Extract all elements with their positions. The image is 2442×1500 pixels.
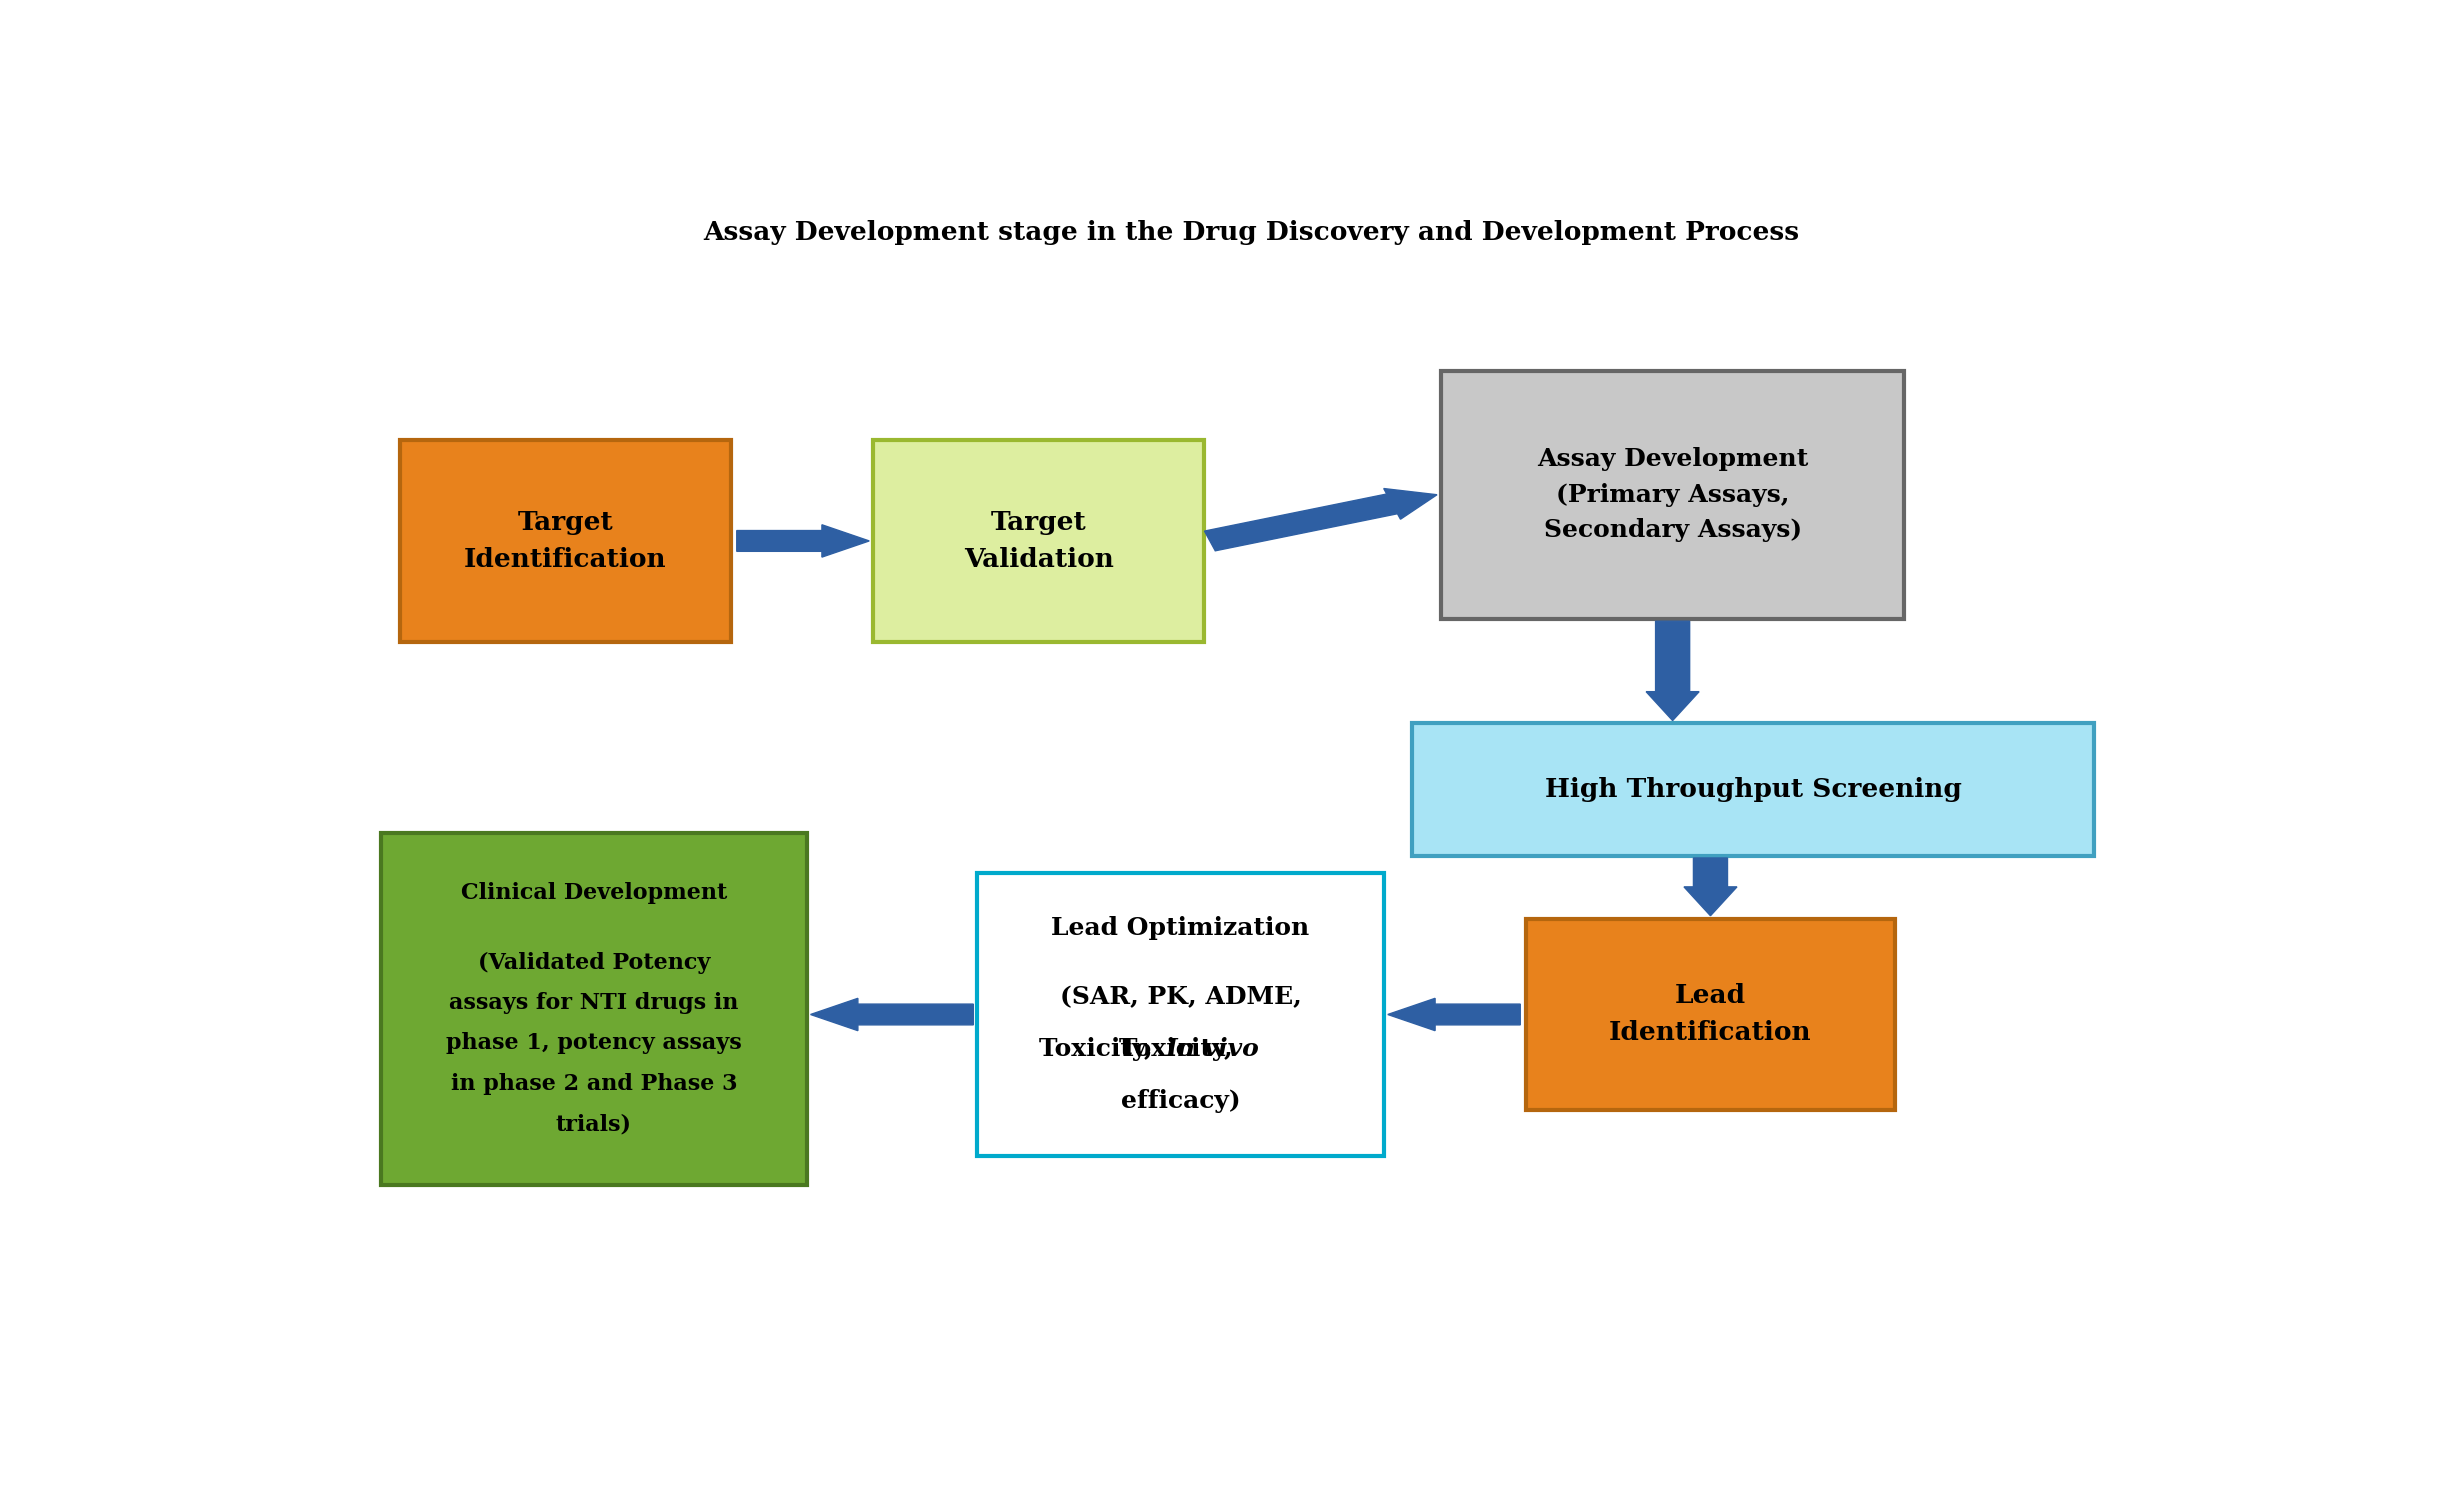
Text: Assay Development
(Primary Assays,
Secondary Assays): Assay Development (Primary Assays, Secon…: [1536, 447, 1807, 542]
FancyBboxPatch shape: [874, 440, 1204, 642]
Text: Toxicity,: Toxicity,: [1040, 1036, 1162, 1060]
FancyBboxPatch shape: [381, 833, 806, 1185]
FancyArrow shape: [737, 525, 869, 556]
Text: In vivo: In vivo: [1165, 1036, 1260, 1060]
FancyArrow shape: [1685, 858, 1736, 915]
Text: assays for NTI drugs in: assays for NTI drugs in: [449, 992, 737, 1014]
FancyBboxPatch shape: [1411, 723, 2093, 855]
Text: phase 1, potency assays: phase 1, potency assays: [447, 1032, 742, 1054]
Text: High Throughput Screening: High Throughput Screening: [1546, 777, 1961, 802]
Text: in phase 2 and Phase 3: in phase 2 and Phase 3: [452, 1072, 737, 1095]
Text: trials): trials): [557, 1113, 632, 1136]
FancyBboxPatch shape: [1441, 370, 1905, 620]
Text: Clinical Development: Clinical Development: [462, 882, 728, 904]
Text: (Validated Potency: (Validated Potency: [479, 951, 711, 974]
FancyArrow shape: [1387, 999, 1521, 1030]
Text: Lead
Identification: Lead Identification: [1609, 984, 1812, 1046]
Text: Target
Validation: Target Validation: [965, 510, 1114, 572]
Text: Lead Optimization: Lead Optimization: [1053, 916, 1309, 940]
FancyBboxPatch shape: [1526, 920, 1895, 1110]
Text: Toxicity,: Toxicity,: [1118, 1036, 1241, 1060]
FancyArrow shape: [1204, 489, 1436, 550]
Text: efficacy): efficacy): [1121, 1089, 1241, 1113]
Text: (SAR, PK, ADME,: (SAR, PK, ADME,: [1060, 986, 1302, 1010]
FancyArrow shape: [1646, 621, 1700, 720]
FancyArrow shape: [811, 999, 974, 1030]
FancyBboxPatch shape: [977, 873, 1385, 1156]
Text: Assay Development stage in the Drug Discovery and Development Process: Assay Development stage in the Drug Disc…: [703, 220, 1800, 246]
FancyBboxPatch shape: [400, 440, 730, 642]
Text: Target
Identification: Target Identification: [464, 510, 667, 572]
